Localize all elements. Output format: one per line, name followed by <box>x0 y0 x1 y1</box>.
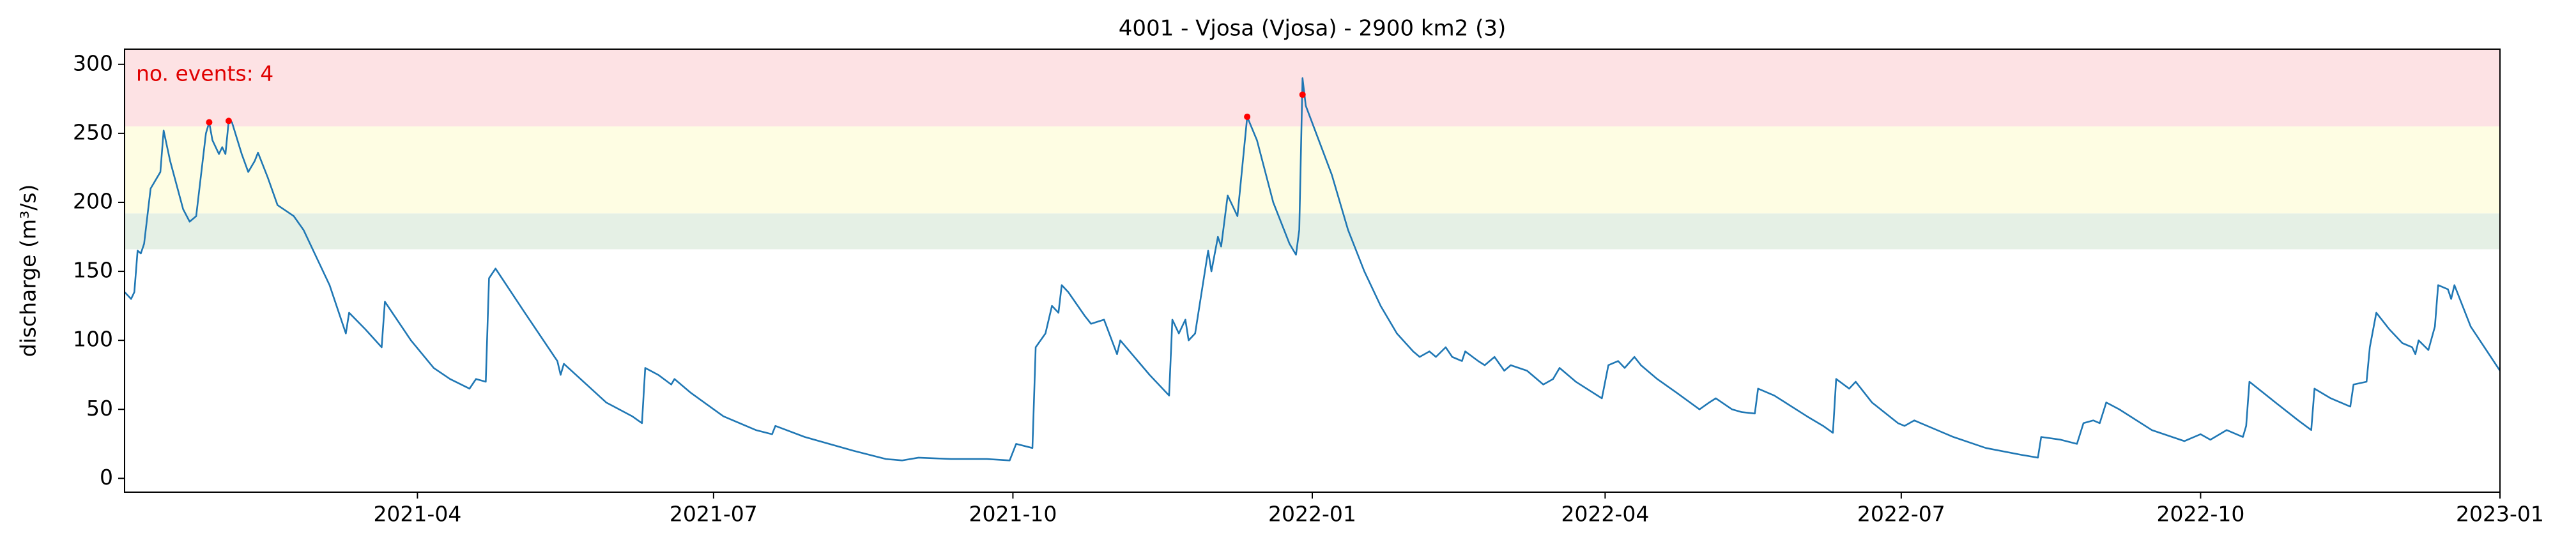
y-tick-label: 50 <box>86 396 113 421</box>
y-tick-label: 0 <box>100 465 113 490</box>
chart-title: 4001 - Vjosa (Vjosa) - 2900 km2 (3) <box>1119 16 1506 41</box>
x-tick-label: 2022-10 <box>2156 502 2244 527</box>
threshold-band <box>125 49 2500 127</box>
x-tick-label: 2022-04 <box>1561 502 1649 527</box>
event-count: no. events: 4 <box>136 61 273 86</box>
y-tick-label: 100 <box>73 327 113 352</box>
plot-frame <box>124 49 2501 493</box>
discharge-line <box>124 77 2501 462</box>
x-tick-label: 2021-04 <box>373 502 461 527</box>
event-marker <box>225 117 232 124</box>
threshold-band <box>125 213 2500 250</box>
x-tick-label: 2021-10 <box>969 502 1057 527</box>
x-tick-label: 2023-01 <box>2456 502 2544 527</box>
y-tick-label: 250 <box>73 119 113 144</box>
event-marker <box>206 119 213 126</box>
y-axis-label: discharge (m³/s) <box>16 184 41 357</box>
event-marker <box>1299 91 1306 98</box>
x-tick-label: 2022-07 <box>1857 502 1945 527</box>
x-tick-label: 2022-01 <box>1268 502 1356 527</box>
y-tick-label: 150 <box>73 258 113 283</box>
event-marker <box>1244 113 1251 120</box>
y-tick-label: 200 <box>73 188 113 213</box>
threshold-band <box>125 126 2500 214</box>
x-tick-label: 2021-07 <box>670 502 758 527</box>
y-tick-label: 300 <box>73 50 113 75</box>
